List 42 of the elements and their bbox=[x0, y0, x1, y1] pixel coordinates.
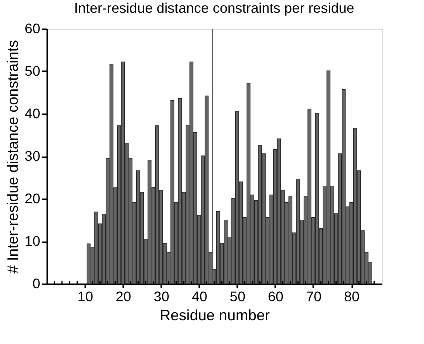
bar bbox=[326, 70, 331, 284]
y-tick-label: 40 bbox=[24, 106, 41, 122]
bar bbox=[315, 113, 320, 284]
bar bbox=[224, 220, 228, 284]
bar bbox=[155, 126, 160, 284]
bar bbox=[86, 244, 91, 284]
chart-title: Inter-residue distance constraints per residue bbox=[74, 0, 355, 16]
x-tick-label: 80 bbox=[344, 288, 360, 304]
x-tick-label: 30 bbox=[154, 288, 170, 304]
bar bbox=[258, 145, 262, 284]
bar bbox=[353, 128, 358, 284]
bar bbox=[136, 170, 140, 284]
y-tick-label: 60 bbox=[24, 20, 41, 36]
bar bbox=[277, 138, 282, 284]
x-tick-label: 60 bbox=[268, 288, 284, 304]
x-tick-label: 10 bbox=[78, 288, 94, 304]
bar bbox=[190, 62, 194, 284]
bar bbox=[342, 89, 346, 284]
bar bbox=[148, 160, 152, 284]
bar bbox=[110, 64, 114, 284]
y-tick-label: 30 bbox=[24, 148, 41, 164]
bar bbox=[170, 100, 175, 284]
bar bbox=[121, 62, 126, 284]
x-tick-label: 40 bbox=[192, 288, 208, 304]
y-tick-label: 20 bbox=[24, 190, 41, 206]
bar bbox=[246, 83, 251, 284]
x-tick-label: 50 bbox=[230, 288, 246, 304]
bar bbox=[308, 109, 312, 284]
bar bbox=[204, 96, 209, 284]
bar bbox=[288, 196, 293, 284]
bar bbox=[235, 111, 240, 284]
bar bbox=[94, 212, 98, 284]
y-tick-label: 10 bbox=[24, 233, 41, 249]
bar bbox=[178, 98, 182, 284]
y-tick-label: 0 bbox=[32, 276, 41, 292]
x-tick-label: 20 bbox=[116, 288, 132, 304]
x-tick-label: 70 bbox=[306, 288, 322, 304]
bar bbox=[216, 211, 220, 284]
x-axis-title: Residue number bbox=[160, 308, 270, 324]
bar bbox=[296, 180, 300, 284]
y-axis-title: # Inter-residue distance constraints bbox=[4, 40, 22, 274]
y-tick-label: 50 bbox=[24, 63, 41, 79]
